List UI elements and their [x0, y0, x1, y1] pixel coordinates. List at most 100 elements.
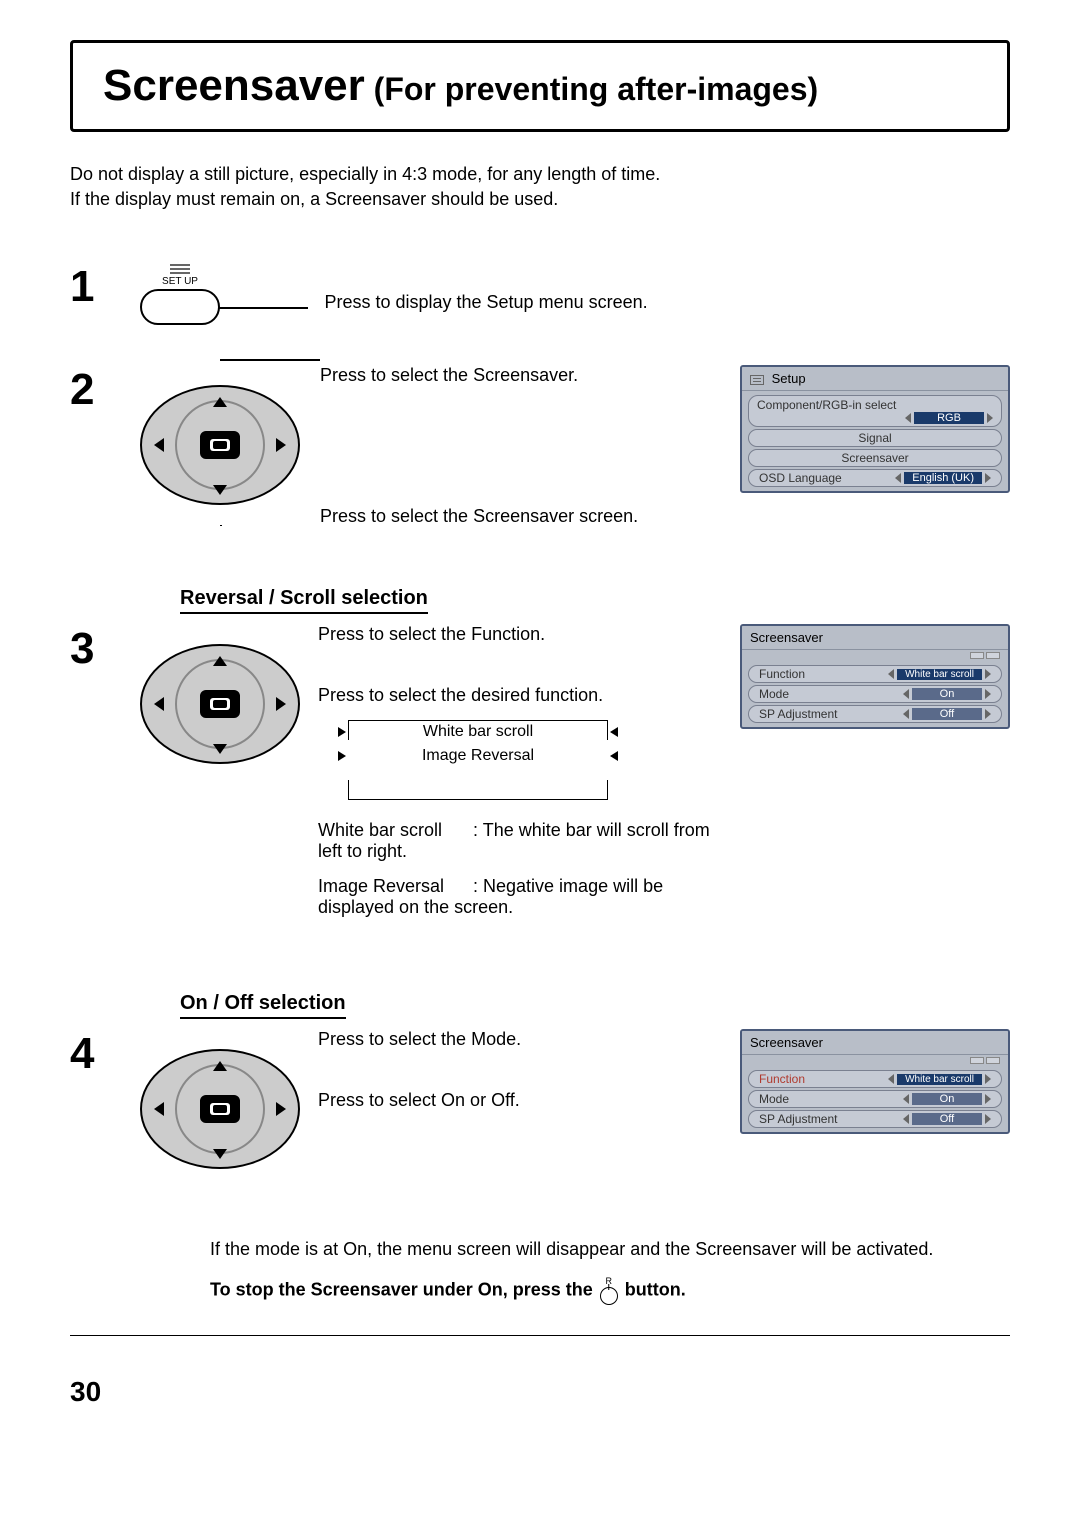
- osd-setup-panel: Setup Component/RGB-in select RGB Signal…: [740, 365, 1010, 493]
- note-line-2b: button.: [625, 1280, 686, 1300]
- dpad-right-icon: [276, 438, 286, 452]
- step-3-number: 3: [70, 624, 140, 674]
- osd-right-arrow-icon: [985, 473, 991, 483]
- step-2: 2 Press to select the Screensaver. Press…: [70, 365, 1010, 527]
- setup-button-label: SET UP: [140, 276, 220, 287]
- step-1-text: Press to display the Setup menu screen.: [324, 292, 647, 313]
- dpad-up-icon: [213, 1061, 227, 1071]
- step-2-text-top: Press to select the Screensaver.: [320, 365, 720, 386]
- footer-rule: [70, 1335, 1010, 1336]
- dpad-right-icon: [276, 697, 286, 711]
- dpad-graphic: [140, 624, 300, 784]
- osd-left-arrow-icon: [888, 669, 894, 679]
- step-2-text-bottom: Press to select the Screensaver screen.: [320, 506, 720, 527]
- dpad-up-icon: [213, 656, 227, 666]
- osd-sp-value: Off: [912, 1113, 982, 1125]
- osd-screensaver-title: Screensaver: [742, 626, 1008, 650]
- arrow-left-icon: [610, 727, 618, 737]
- osd-right-arrow-icon: [985, 669, 991, 679]
- osd-row-screensaver-label: Screensaver: [841, 451, 908, 465]
- intro-line1: Do not display a still picture, especial…: [70, 162, 1010, 187]
- osd-setup-title: Setup: [742, 367, 1008, 391]
- osd-right-arrow-icon: [985, 689, 991, 699]
- osd-menu-icon: [750, 375, 764, 385]
- dpad-down-icon: [213, 744, 227, 754]
- setup-menu-icon: SET UP: [140, 262, 220, 287]
- step-4-text-1: Press to select the Mode.: [318, 1029, 722, 1050]
- step-1: 1 SET UP Press to display the Setup menu…: [70, 262, 1010, 325]
- osd-function-value: White bar scroll: [897, 669, 982, 680]
- footer-notes: If the mode is at On, the menu screen wi…: [210, 1239, 1010, 1305]
- step-2-number: 2: [70, 365, 140, 415]
- page-title-sub: (For preventing after-images): [365, 71, 818, 107]
- osd-mode-label: Mode: [759, 687, 789, 701]
- osd-mode-value: On: [912, 1093, 982, 1105]
- osd-indicator-icon: [742, 1055, 1008, 1066]
- desc-white-bar: White bar scroll : The white bar will sc…: [318, 820, 722, 862]
- dpad-up-icon: [213, 397, 227, 407]
- osd-sp-label: SP Adjustment: [759, 1112, 838, 1126]
- osd-left-arrow-icon: [903, 1114, 909, 1124]
- osd-sp-label: SP Adjustment: [759, 707, 838, 721]
- osd-left-arrow-icon: [888, 1074, 894, 1084]
- note-line-1: If the mode is at On, the menu screen wi…: [210, 1239, 1010, 1260]
- osd-indicator-icon: [742, 650, 1008, 661]
- setup-button-graphic: SET UP: [140, 262, 220, 325]
- dpad-right-icon: [276, 1102, 286, 1116]
- osd-row-lang-value: English (UK): [904, 472, 982, 484]
- step-3-text-2: Press to select the desired function.: [318, 685, 722, 706]
- section-reversal-heading: Reversal / Scroll selection: [180, 587, 428, 614]
- osd-left-arrow-icon: [895, 473, 901, 483]
- step-3-text-1: Press to select the Function.: [318, 624, 722, 645]
- step-1-number: 1: [70, 262, 140, 312]
- dpad-graphic: [140, 1029, 300, 1189]
- manual-page: Screensaver (For preventing after-images…: [0, 0, 1080, 1438]
- osd-sp-value: Off: [912, 708, 982, 720]
- dpad-left-icon: [154, 697, 164, 711]
- osd-row-lang-label: OSD Language: [759, 471, 842, 485]
- osd-left-arrow-icon: [903, 1094, 909, 1104]
- osd-function-label: Function: [759, 1072, 805, 1086]
- dpad-down-icon: [213, 1149, 227, 1159]
- osd-right-arrow-icon: [985, 1114, 991, 1124]
- arrow-right-icon: [338, 751, 346, 761]
- osd-left-arrow-icon: [905, 413, 911, 423]
- dpad-left-icon: [154, 1102, 164, 1116]
- osd-function-label: Function: [759, 667, 805, 681]
- step-4-text-2: Press to select On or Off.: [318, 1090, 722, 1111]
- desc-image-reversal: Image Reversal : Negative image will be …: [318, 876, 722, 918]
- osd-screensaver-panel-1: Screensaver Function White bar scroll Mo…: [740, 624, 1010, 729]
- osd-function-value: White bar scroll: [897, 1074, 982, 1085]
- note-line-2a: To stop the Screensaver under On, press …: [210, 1280, 598, 1300]
- step-4: 4 Press to select the Mode. Press to sel…: [70, 1029, 1010, 1189]
- intro-text: Do not display a still picture, especial…: [70, 162, 1010, 212]
- page-title-main: Screensaver: [103, 61, 365, 110]
- dpad-down-icon: [213, 485, 227, 495]
- osd-mode-value: On: [912, 688, 982, 700]
- osd-right-arrow-icon: [985, 1074, 991, 1084]
- osd-screensaver-title: Screensaver: [742, 1031, 1008, 1055]
- arrow-right-icon: [338, 727, 346, 737]
- osd-left-arrow-icon: [903, 709, 909, 719]
- title-frame: Screensaver (For preventing after-images…: [70, 40, 1010, 132]
- function-option-1: White bar scroll: [423, 723, 533, 740]
- page-number: 30: [70, 1376, 1010, 1408]
- osd-row-signal-label: Signal: [858, 431, 891, 445]
- osd-right-arrow-icon: [985, 709, 991, 719]
- step-3: 3 Press to select the Function. Press to…: [70, 624, 1010, 932]
- intro-line2: If the display must remain on, a Screens…: [70, 187, 1010, 212]
- osd-row-component-label: Component/RGB-in select: [757, 398, 993, 412]
- function-toggle-diagram: White bar scroll Image Reversal: [318, 720, 638, 800]
- osd-left-arrow-icon: [903, 689, 909, 699]
- r-button-icon: R: [598, 1276, 620, 1305]
- dpad-left-icon: [154, 438, 164, 452]
- arrow-left-icon: [610, 751, 618, 761]
- osd-right-arrow-icon: [987, 413, 993, 423]
- osd-right-arrow-icon: [985, 1094, 991, 1104]
- osd-screensaver-panel-2: Screensaver Function White bar scroll Mo…: [740, 1029, 1010, 1134]
- step-4-number: 4: [70, 1029, 140, 1079]
- osd-mode-label: Mode: [759, 1092, 789, 1106]
- dpad-graphic: [140, 365, 300, 525]
- section-onoff-heading: On / Off selection: [180, 992, 346, 1019]
- function-option-2: Image Reversal: [422, 747, 534, 764]
